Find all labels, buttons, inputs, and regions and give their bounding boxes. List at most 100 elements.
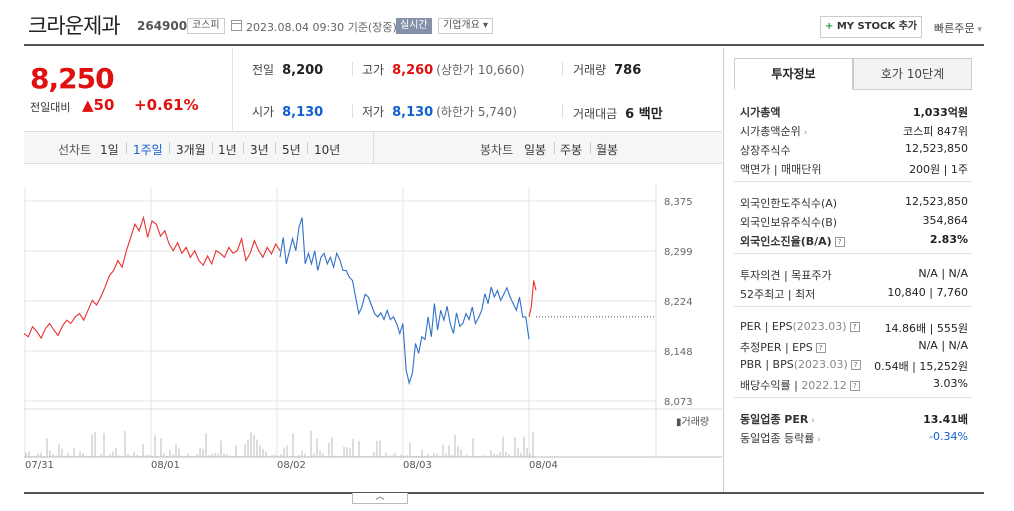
change-amount-value: 50 — [93, 96, 115, 114]
open-value: 8,130 — [282, 105, 324, 120]
candle-monthly[interactable]: 월봉 — [596, 143, 619, 157]
change-amount: ▲50 — [82, 96, 114, 114]
info-row-label: 상장주식수 — [740, 142, 791, 158]
low-value: 8,130 — [392, 105, 434, 120]
candle-daily[interactable]: 일봉 — [524, 143, 547, 157]
help-icon[interactable]: ? — [815, 343, 826, 353]
info-row: 배당수익률 | 2022.12? 3.03% — [740, 375, 970, 393]
info-row: 외국인소진율(B/A)? 2.83% — [740, 231, 970, 249]
info-row-value: 3.03% — [933, 377, 968, 390]
help-icon[interactable]: ? — [849, 322, 860, 332]
stock-name: 크라운제과 — [28, 14, 121, 38]
info-row-label: PER | EPS(2023.03)? — [740, 320, 860, 333]
low-label: 저가 — [362, 105, 385, 119]
triangle-up-icon: ▲ — [82, 96, 94, 114]
stock-code: 264900 — [137, 19, 188, 33]
info-row: 투자의견 | 목표주가 N/A | N/A — [740, 265, 970, 283]
chevron-right-icon: › — [814, 435, 821, 445]
high-value: 8,260 — [392, 63, 434, 78]
x-tick-label: 08/04 — [529, 460, 558, 471]
bottom-border — [24, 492, 984, 494]
candle-weekly[interactable]: 주봉 — [560, 143, 583, 157]
info-row-value: 200원 | 1주 — [909, 163, 968, 176]
y-tick-label: 8,224 — [664, 297, 693, 308]
section-divider — [734, 181, 972, 182]
info-row-value: 0.54배 | 15,252원 — [874, 360, 968, 373]
y-tick-label: 8,148 — [664, 347, 693, 358]
info-row-label: 배당수익률 | 2022.12? — [740, 377, 860, 393]
plus-icon: + — [824, 21, 834, 32]
add-mystock-label: MY STOCK 추가 — [836, 21, 918, 32]
info-row-label-text: PER | EPS — [740, 320, 793, 333]
market-badge: 코스피 — [187, 18, 225, 34]
info-row: PER | EPS(2023.03)? 14.86배 | 555원 — [740, 318, 970, 336]
divider — [373, 132, 374, 164]
summary-divider — [232, 48, 233, 132]
period-1w[interactable]: 1주일 — [133, 143, 163, 157]
trade-amount-value: 6 백만 — [625, 107, 663, 122]
info-row-period: (2023.03) — [793, 358, 848, 371]
period-10y[interactable]: 10년 — [314, 143, 341, 157]
divider — [212, 142, 213, 154]
period-3y[interactable]: 3년 — [250, 143, 269, 157]
info-row: PBR | BPS(2023.03)? 0.54배 | 15,252원 — [740, 356, 970, 374]
info-row-value: N/A | N/A — [918, 339, 968, 352]
help-icon[interactable]: ? — [834, 237, 845, 247]
info-row-period: (2023.03) — [792, 320, 847, 333]
section-divider — [734, 306, 972, 307]
help-icon[interactable]: ? — [849, 381, 860, 391]
info-row-period: 2022.12 — [801, 379, 847, 392]
realtime-button[interactable]: 실시간 — [396, 18, 432, 34]
x-tick-label: 08/01 — [151, 460, 180, 471]
chevron-up-icon: ︿ — [375, 492, 385, 502]
low-price: 저가 8,130 (하한가 5,740) — [362, 103, 517, 120]
panel-divider — [723, 48, 724, 492]
volume: 거래량 786 — [573, 61, 641, 78]
info-row-label: PBR | BPS(2023.03)? — [740, 358, 861, 371]
info-row: 외국인보유주식수(B) 354,864 — [740, 212, 970, 230]
period-3m[interactable]: 3개월 — [176, 143, 206, 157]
tab-investment-info[interactable]: 투자정보 — [734, 58, 853, 90]
price-line-down — [279, 217, 530, 386]
company-info-dropdown[interactable]: 기업개요 ▾ — [438, 18, 494, 34]
divider — [352, 62, 353, 76]
info-row-label: 액면가 | 매매단위 — [740, 161, 822, 177]
info-row[interactable]: 시가총액순위 › 코스피 847위 — [740, 121, 970, 139]
x-tick-label: 08/02 — [277, 460, 306, 471]
high-price: 고가 8,260 (상한가 10,660) — [362, 61, 525, 78]
add-mystock-button[interactable]: + MY STOCK 추가 — [820, 16, 922, 38]
quick-order-dropdown[interactable]: 빠른주문 ▾ — [934, 20, 982, 36]
collapse-chart-button[interactable]: ︿ — [352, 493, 408, 504]
info-row-label: 52주최고 | 최저 — [740, 286, 815, 302]
calendar-icon — [231, 20, 242, 31]
open-price: 시가 8,130 — [252, 103, 323, 120]
period-1d[interactable]: 1일 — [100, 143, 119, 157]
info-row[interactable]: 동일업종 등락률 › -0.34% — [740, 428, 970, 446]
info-row: 외국인한도주식수(A) 12,523,850 — [740, 193, 970, 211]
period-1y[interactable]: 1년 — [218, 143, 237, 157]
lower-limit: (하한가 5,740) — [436, 105, 517, 119]
price-chart[interactable]: 8,375 8,299 8,224 8,148 8,073 07/31 08/01 08/02… — [23, 165, 722, 492]
info-row-label-text: 상장주식수 — [740, 144, 791, 157]
help-icon[interactable]: ? — [850, 360, 861, 370]
info-row-value: 14.86배 | 555원 — [884, 322, 968, 335]
info-row-label: 동일업종 등락률 › — [740, 430, 821, 446]
change-percent: +0.61% — [134, 96, 199, 114]
prev-close-value: 8,200 — [282, 63, 324, 78]
info-row[interactable]: 동일업종 PER › 13.41배 — [740, 409, 970, 427]
info-row-label-text: 투자의견 | 목표주가 — [740, 269, 832, 282]
info-row-value: 코스피 847위 — [903, 125, 968, 138]
tab-order-book[interactable]: 호가 10단계 — [853, 58, 972, 90]
info-row-label-text: 52주최고 | 최저 — [740, 288, 816, 301]
period-5y[interactable]: 5년 — [282, 143, 301, 157]
section-divider — [734, 397, 972, 398]
info-row-label: 시가총액순위 › — [740, 123, 807, 139]
upper-limit: (상한가 10,660) — [436, 63, 525, 77]
info-row: 52주최고 | 최저 10,840 | 7,760 — [740, 284, 970, 302]
stock-header: 크라운제과 264900 코스피 2023.08.04 09:30 기준(장중)… — [24, 0, 984, 46]
info-row-value: 12,523,850 — [905, 195, 968, 208]
info-row: 시가총액 1,033억원 — [740, 102, 970, 120]
info-row-label: 투자의견 | 목표주가 — [740, 267, 832, 283]
prev-close-label: 전일 — [252, 63, 275, 77]
divider — [352, 104, 353, 118]
